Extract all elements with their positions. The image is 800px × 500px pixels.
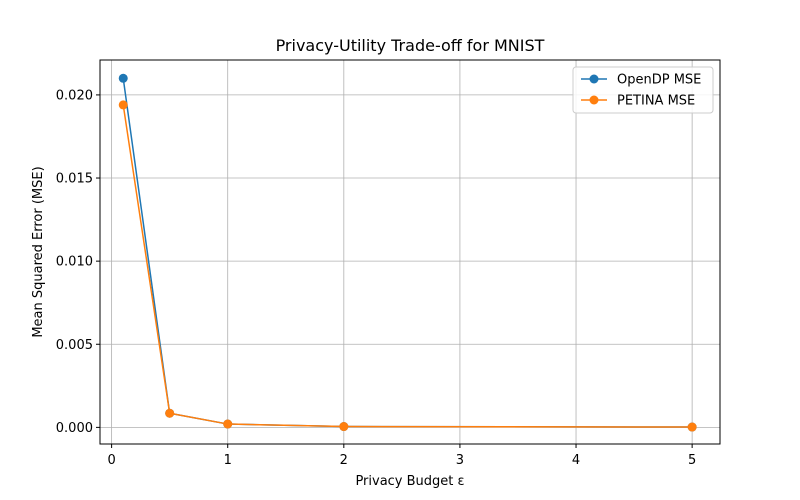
x-tick-label: 0: [107, 453, 115, 468]
x-tick-label: 2: [340, 453, 348, 468]
legend-marker: [589, 74, 599, 84]
y-tick-label: 0.015: [56, 172, 93, 187]
x-tick-label: 5: [688, 453, 696, 468]
x-tick-label: 1: [224, 453, 232, 468]
data-point: [165, 408, 175, 418]
plot-frame: [99, 59, 721, 445]
data-point: [687, 422, 697, 432]
y-tick-label: 0.005: [56, 338, 93, 353]
chart-title: Privacy-Utility Trade-off for MNIST: [276, 36, 545, 55]
data-point: [339, 422, 349, 432]
legend-label: OpenDP MSE: [617, 73, 701, 88]
data-point: [118, 73, 128, 83]
legend-item: PETINA MSE: [581, 94, 695, 109]
legend-item: OpenDP MSE: [581, 73, 701, 88]
legend-box: [572, 66, 714, 114]
data-point: [118, 100, 128, 110]
y-tick-label: 0.020: [56, 88, 93, 103]
y-tick-label: 0.010: [56, 255, 93, 270]
x-tick-label: 3: [456, 453, 464, 468]
legend-label: PETINA MSE: [617, 94, 695, 109]
x-axis-label: Privacy Budget ε: [355, 474, 464, 489]
ticks: 0 1 2 3 4 5 0.000 0.005 0.010 0.015 0.020: [56, 88, 696, 468]
x-tick-label: 4: [572, 453, 580, 468]
y-tick-label: 0.000: [56, 421, 93, 436]
series-1: [118, 100, 697, 432]
data-point: [223, 419, 233, 429]
series-layer: [118, 73, 697, 432]
legend: OpenDP MSE PETINA MSE: [572, 66, 714, 114]
legend-marker: [589, 95, 599, 105]
y-axis-label: Mean Squared Error (MSE): [31, 166, 46, 337]
